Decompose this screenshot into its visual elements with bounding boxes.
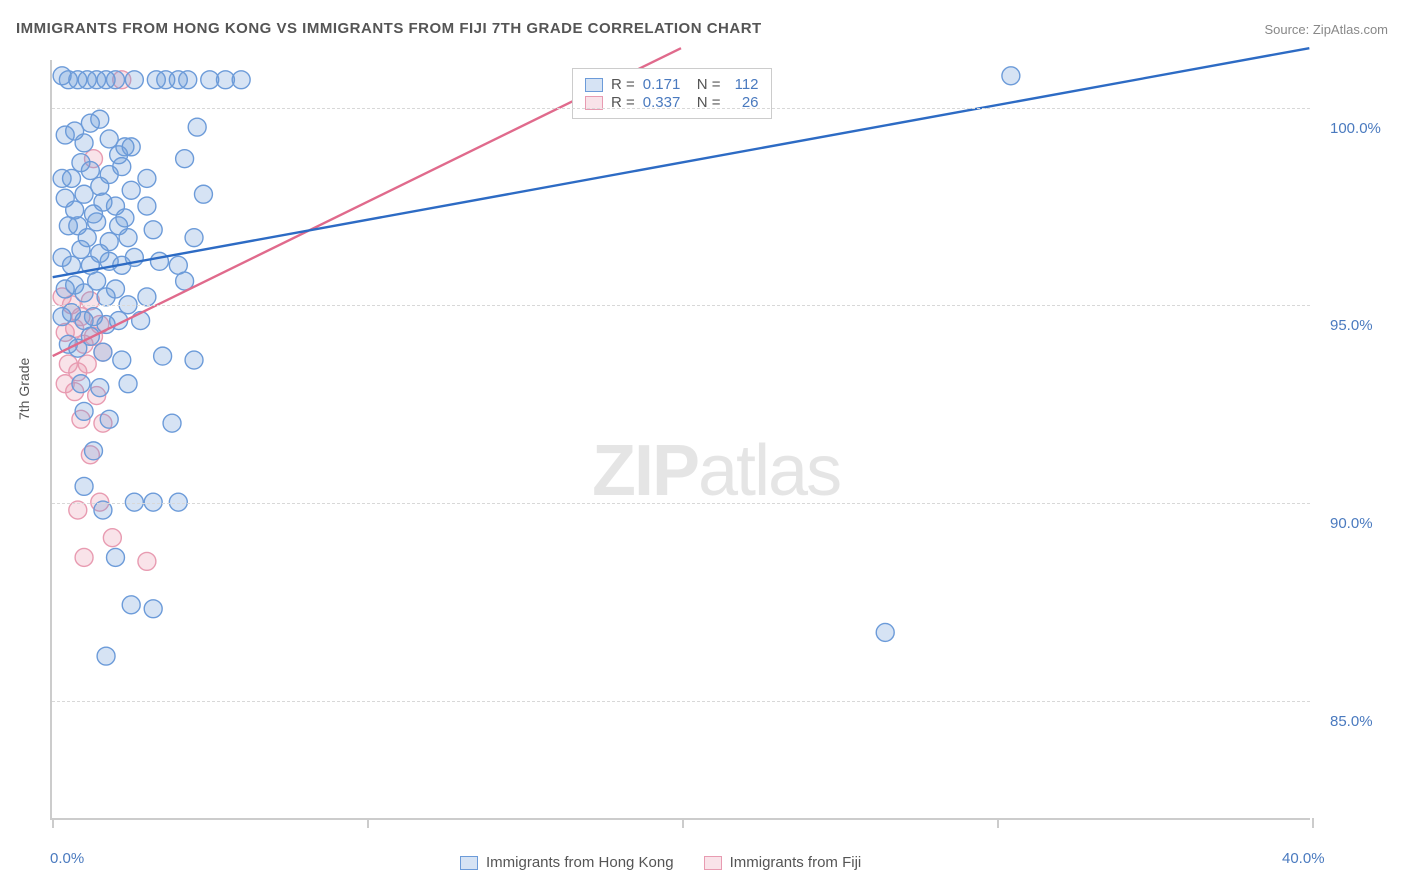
data-point (876, 623, 894, 641)
gridline (52, 701, 1310, 702)
x-tick (1312, 818, 1314, 828)
data-point (144, 221, 162, 239)
source-attribution: Source: ZipAtlas.com (1264, 22, 1388, 37)
data-point (78, 355, 96, 373)
data-point (75, 548, 93, 566)
data-point (63, 169, 81, 187)
data-point (107, 548, 125, 566)
data-point (94, 343, 112, 361)
data-point (97, 647, 115, 665)
plot-area: ZIPatlas R = 0.171 N = 112 R = 0.337 N =… (50, 60, 1310, 820)
data-point (138, 197, 156, 215)
data-point (138, 169, 156, 187)
scatter-svg (52, 60, 1310, 818)
data-point (113, 351, 131, 369)
legend-item-hong-kong: Immigrants from Hong Kong (460, 854, 674, 871)
data-point (75, 185, 93, 203)
data-point (72, 375, 90, 393)
legend-item-fiji: Immigrants from Fiji (704, 854, 862, 871)
data-point (122, 138, 140, 156)
r-label: R = (611, 76, 635, 93)
legend-label-fiji: Immigrants from Fiji (730, 854, 862, 871)
correlation-legend: R = 0.171 N = 112 R = 0.337 N = 26 (572, 68, 772, 119)
y-tick-label: 95.0% (1330, 317, 1373, 334)
y-axis-label: 7th Grade (16, 358, 32, 420)
x-tick (52, 818, 54, 828)
data-point (138, 288, 156, 306)
x-tick (367, 818, 369, 828)
gridline (52, 305, 1310, 306)
data-point (103, 529, 121, 547)
chart-title: IMMIGRANTS FROM HONG KONG VS IMMIGRANTS … (16, 20, 762, 37)
data-point (185, 229, 203, 247)
data-point (125, 71, 143, 89)
data-point (150, 252, 168, 270)
legend-row-hong-kong: R = 0.171 N = 112 (585, 76, 759, 93)
data-point (163, 414, 181, 432)
x-tick (682, 818, 684, 828)
data-point (144, 600, 162, 618)
y-tick-label: 90.0% (1330, 515, 1373, 532)
data-point (125, 493, 143, 511)
data-point (85, 442, 103, 460)
data-point (122, 596, 140, 614)
data-point (113, 158, 131, 176)
data-point (119, 229, 137, 247)
data-point (179, 71, 197, 89)
y-tick-label: 100.0% (1330, 120, 1381, 137)
n-label: N = (697, 76, 721, 93)
gridline (52, 503, 1310, 504)
data-point (75, 477, 93, 495)
data-point (169, 493, 187, 511)
data-point (91, 379, 109, 397)
data-point (81, 162, 99, 180)
data-point (75, 134, 93, 152)
data-point (154, 347, 172, 365)
data-point (185, 351, 203, 369)
data-point (176, 150, 194, 168)
x-tick (997, 818, 999, 828)
data-point (122, 181, 140, 199)
data-point (138, 552, 156, 570)
data-point (91, 110, 109, 128)
x-tick-label: 0.0% (50, 850, 84, 867)
n-value-hong-kong: 112 (729, 76, 759, 93)
data-point (144, 493, 162, 511)
data-point (107, 280, 125, 298)
r-value-hong-kong: 0.171 (643, 76, 689, 93)
series-legend: Immigrants from Hong Kong Immigrants fro… (460, 854, 861, 871)
data-point (72, 241, 90, 259)
x-tick-label: 40.0% (1282, 850, 1325, 867)
data-point (119, 375, 137, 393)
data-point (100, 130, 118, 148)
data-point (194, 185, 212, 203)
data-point (75, 402, 93, 420)
data-point (107, 71, 125, 89)
data-point (232, 71, 250, 89)
data-point (188, 118, 206, 136)
data-point (88, 213, 106, 231)
gridline (52, 108, 1310, 109)
swatch-fiji (704, 856, 722, 870)
swatch-hong-kong (585, 78, 603, 92)
legend-label-hong-kong: Immigrants from Hong Kong (486, 854, 674, 871)
data-point (100, 410, 118, 428)
data-point (1002, 67, 1020, 85)
data-point (88, 272, 106, 290)
swatch-hong-kong (460, 856, 478, 870)
y-tick-label: 85.0% (1330, 713, 1373, 730)
